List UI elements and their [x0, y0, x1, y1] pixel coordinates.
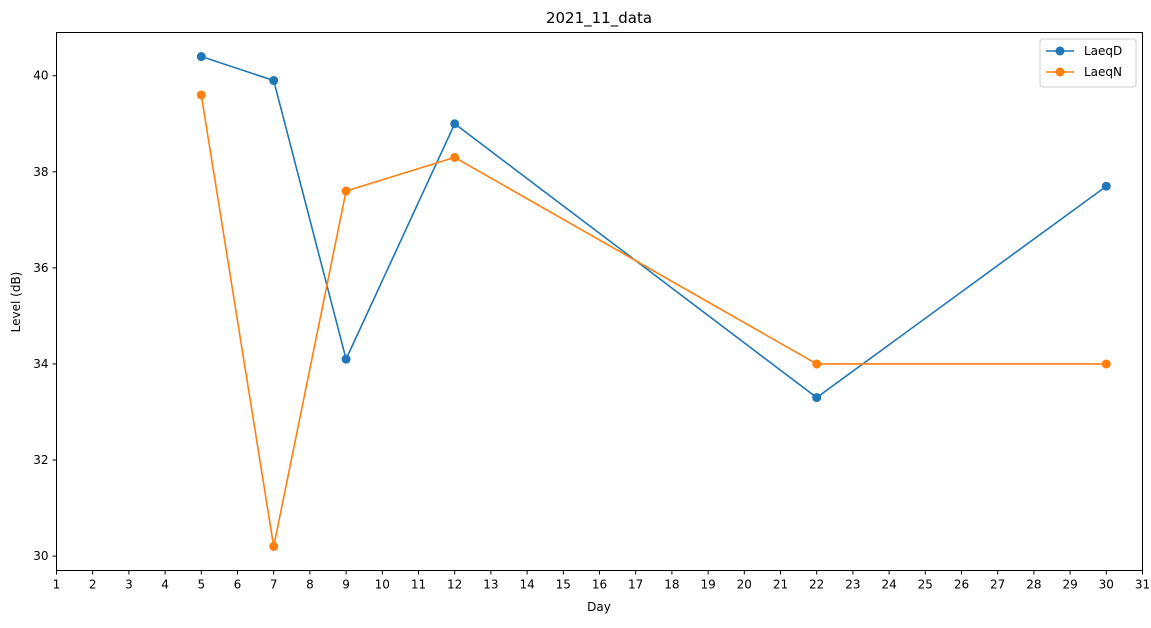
x-tick-label: 26 — [954, 578, 969, 592]
x-tick-label: 28 — [1026, 578, 1041, 592]
legend-marker — [1055, 46, 1065, 56]
data-point — [196, 90, 206, 100]
y-tick-label: 38 — [33, 165, 48, 179]
data-point — [1101, 359, 1111, 369]
y-tick-label: 36 — [33, 261, 48, 275]
x-tick-label: 12 — [447, 578, 462, 592]
y-tick-label: 34 — [33, 357, 48, 371]
chart-title: 2021_11_data — [546, 9, 652, 28]
x-tick-label: 1 — [53, 578, 61, 592]
x-tick-label: 20 — [737, 578, 752, 592]
y-tick-label: 30 — [33, 549, 48, 563]
series-line — [201, 55, 1107, 399]
series-layer — [196, 52, 1111, 551]
legend-marker — [1055, 67, 1065, 77]
y-axis: 30 32 34 36 38 40 — [33, 69, 57, 563]
plot-area-frame — [56, 32, 1143, 571]
x-tick-label: 5 — [197, 578, 205, 592]
data-point — [812, 393, 822, 403]
series-line — [200, 94, 1107, 548]
y-tick-label: 32 — [33, 453, 48, 467]
legend: LaeqD LaeqN — [1039, 38, 1137, 88]
x-tick-label: 18 — [664, 578, 679, 592]
x-tick-label: 29 — [1062, 578, 1077, 592]
legend-label: LaeqD — [1084, 44, 1122, 58]
x-tick-label: 17 — [628, 578, 643, 592]
x-tick-label: 14 — [519, 578, 534, 592]
x-tick-label: 15 — [556, 578, 571, 592]
x-tick-label: 2 — [89, 578, 97, 592]
legend-item-laeqn: LaeqN — [1046, 65, 1122, 79]
y-tick-label: 40 — [33, 69, 48, 83]
x-tick-label: 11 — [411, 578, 426, 592]
x-tick-label: 27 — [990, 578, 1005, 592]
x-tick-label: 6 — [234, 578, 242, 592]
x-tick-label: 3 — [125, 578, 133, 592]
x-tick-label: 19 — [700, 578, 715, 592]
x-tick-label: 8 — [306, 578, 314, 592]
data-point — [269, 541, 279, 551]
x-axis: 1 2 3 4 5 6 7 8 9 10 11 12 13 14 15 16 17 18 19 20 21 22 23 24 2… — [53, 570, 1150, 592]
x-tick-label: 4 — [161, 578, 169, 592]
x-axis-label: Day — [587, 600, 611, 614]
data-point — [341, 354, 351, 364]
data-point — [1101, 181, 1111, 191]
x-tick-label: 7 — [270, 578, 278, 592]
x-tick-label: 9 — [342, 578, 350, 592]
data-point — [812, 359, 822, 369]
legend-item-laeqd: LaeqD — [1046, 44, 1122, 58]
x-tick-label: 30 — [1099, 578, 1114, 592]
x-tick-label: 21 — [773, 578, 788, 592]
data-point — [450, 119, 460, 129]
x-tick-label: 13 — [483, 578, 498, 592]
x-tick-label: 31 — [1135, 578, 1150, 592]
data-point — [450, 152, 460, 162]
data-point — [341, 186, 351, 196]
series-laeqd — [196, 52, 1111, 403]
x-tick-label: 23 — [845, 578, 860, 592]
series-laeqn — [196, 90, 1111, 551]
x-tick-label: 25 — [918, 578, 933, 592]
y-axis-label: Level (dB) — [9, 272, 23, 333]
x-tick-label: 24 — [881, 578, 896, 592]
legend-label: LaeqN — [1084, 65, 1122, 79]
x-tick-label: 10 — [375, 578, 390, 592]
x-tick-label: 22 — [809, 578, 824, 592]
x-tick-label: 16 — [592, 578, 607, 592]
data-point — [269, 76, 279, 86]
data-point — [196, 52, 206, 62]
